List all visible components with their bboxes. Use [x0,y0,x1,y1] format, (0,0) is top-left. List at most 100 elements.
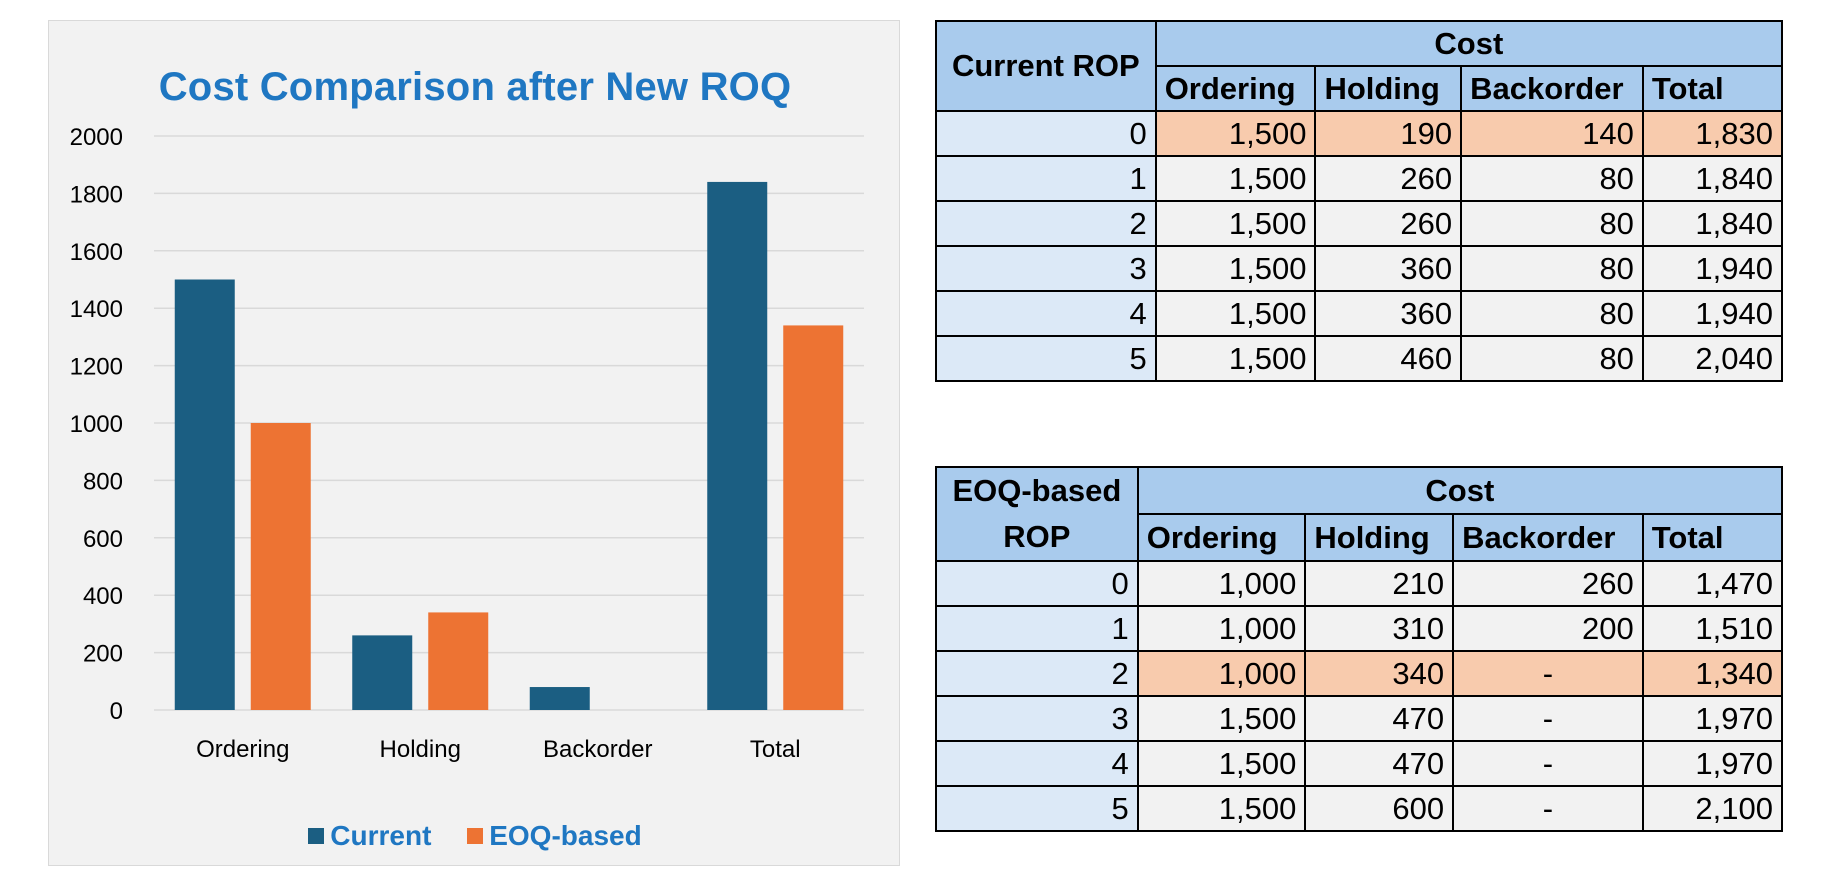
total-cell: 1,830 [1641,110,1784,157]
y-tick-label: 1600 [70,239,123,266]
backorder-cell: 80 [1460,290,1644,337]
holding-cell: 460 [1314,335,1463,382]
ordering-cell: 1,500 [1136,695,1307,742]
legend-item-eoq: EOQ-based [467,820,642,852]
rop-cell: 0 [935,110,1157,157]
table-row: 1 1,000 310 200 1,510 [935,605,1784,652]
backorder-cell: 80 [1460,155,1644,202]
total-cell: 1,510 [1641,605,1784,652]
rop-cell: 1 [935,155,1157,202]
ordering-cell: 1,500 [1154,290,1317,337]
total-cell: 1,940 [1641,290,1784,337]
y-tick-label: 200 [83,641,123,668]
backorder-cell: - [1452,785,1644,832]
bar-eoq-based-ordering [250,423,311,710]
total-cell: 1,470 [1641,560,1784,607]
bar-eoq-based-total [783,325,844,710]
legend-label-eoq: EOQ-based [489,820,642,851]
ordering-cell: 1,500 [1154,335,1317,382]
column-header-total: Total [1641,513,1784,562]
rop-cell: 2 [935,650,1139,697]
table-row: 4 1,500 470-1,970 [935,740,1784,787]
holding-cell: 310 [1304,605,1455,652]
x-tick-label: Holding [380,736,461,763]
backorder-cell: 200 [1452,605,1644,652]
legend-label-current: Current [330,820,432,851]
backorder-cell: 80 [1460,245,1644,292]
y-tick-label: 800 [83,468,123,495]
rop-cell: 5 [935,335,1157,382]
y-tick-label: 1000 [70,411,123,438]
column-header-holding: Holding [1304,513,1455,562]
rop-cell: 3 [935,695,1139,742]
legend-swatch-eoq [467,828,484,844]
bar-current-holding [352,635,413,710]
y-tick-label: 0 [110,698,123,725]
ordering-cell: 1,500 [1136,740,1307,787]
y-tick-label: 400 [83,583,123,610]
bar-eoq-based-holding [428,612,489,710]
total-cell: 1,840 [1641,155,1784,202]
ordering-cell: 1,000 [1136,650,1307,697]
table-row: 3 1,500 470-1,970 [935,695,1784,742]
rop-cell: 3 [935,245,1157,292]
x-tick-label: Backorder [543,736,652,763]
y-tick-label: 1200 [70,354,123,381]
x-tick-label: Total [750,736,801,763]
backorder-cell: 260 [1452,560,1644,607]
backorder-cell: 80 [1460,335,1644,382]
holding-cell: 190 [1314,110,1463,157]
ordering-cell: 1,500 [1154,110,1317,157]
ordering-cell: 1,500 [1154,155,1317,202]
rop-cell: 2 [935,200,1157,247]
total-cell: 1,840 [1641,200,1784,247]
current-rop-table: Current ROP Cost Ordering Holding Backor… [935,20,1784,382]
column-header-holding: Holding [1314,65,1463,112]
y-tick-label: 1800 [70,181,123,208]
rop-header: EOQ-based ROP [935,466,1139,562]
holding-cell: 340 [1304,650,1455,697]
rop-header-line2: ROP [1003,519,1071,554]
total-cell: 1,340 [1641,650,1784,697]
x-tick-label: Ordering [196,736,289,763]
rop-cell: 4 [935,290,1157,337]
eoq-rop-table: EOQ-based ROP Cost Ordering Holding Back… [935,466,1784,832]
rop-cell: 5 [935,785,1139,832]
table-row: 5 1,500 460 80 2,040 [935,335,1784,382]
table-row: 4 1,500 360 80 1,940 [935,290,1784,337]
bar-chart: 0 200 400 600 800 1000 1200 1400 1600 1800 2000 Ord… [70,124,864,763]
column-header-total: Total [1641,65,1784,112]
holding-cell: 260 [1314,155,1463,202]
total-cell: 1,940 [1641,245,1784,292]
rop-cell: 1 [935,605,1139,652]
bar-current-ordering [174,279,235,710]
backorder-cell: - [1452,695,1644,742]
column-header-ordering: Ordering [1136,513,1307,562]
table-row: 2 1,500 260 80 1,840 [935,200,1784,247]
holding-cell: 470 [1304,740,1455,787]
y-tick-label: 1400 [70,296,123,323]
rop-header-line1: EOQ-based [952,473,1122,508]
ordering-cell: 1,500 [1136,785,1307,832]
backorder-cell: - [1452,740,1644,787]
total-cell: 1,970 [1641,740,1784,787]
ordering-cell: 1,500 [1154,245,1317,292]
ordering-cell: 1,000 [1136,560,1307,607]
legend-swatch-current [308,828,325,844]
column-header-backorder: Backorder [1452,513,1644,562]
column-header-backorder: Backorder [1460,65,1644,112]
bar-current-backorder [529,687,590,710]
backorder-cell: 80 [1460,200,1644,247]
cost-group-header: Cost [1136,466,1784,515]
rop-header: Current ROP [935,20,1157,112]
backorder-cell: 140 [1460,110,1644,157]
cost-group-header: Cost [1154,20,1784,67]
holding-cell: 360 [1314,290,1463,337]
ordering-cell: 1,500 [1154,200,1317,247]
column-header-ordering: Ordering [1154,65,1317,112]
y-tick-label: 2000 [70,124,123,151]
ordering-cell: 1,000 [1136,605,1307,652]
rop-cell: 4 [935,740,1139,787]
holding-cell: 470 [1304,695,1455,742]
bar-current-total [707,181,768,711]
